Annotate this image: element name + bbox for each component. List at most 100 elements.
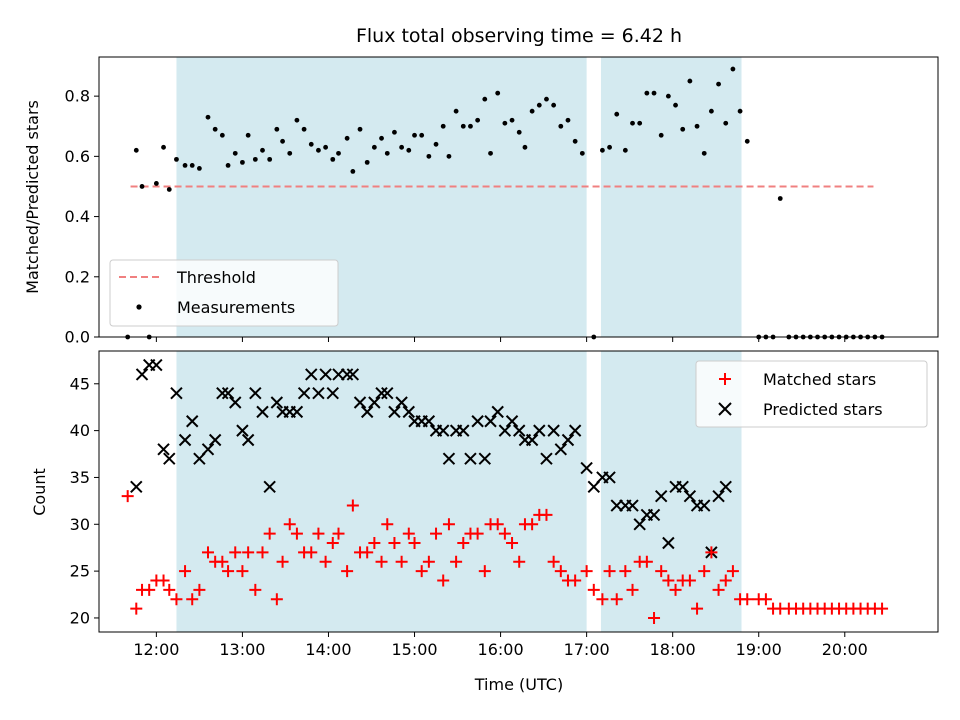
predicted-stars-point	[375, 386, 388, 400]
matched-stars-series	[121, 490, 889, 624]
ratio-panel: Flux total observing time = 6.42 h 0.00.…	[23, 25, 939, 347]
predicted-stars-point	[654, 489, 668, 503]
predicted-stars-point	[633, 518, 646, 531]
predicted-stars-point	[186, 415, 199, 428]
x-tick-label: 17:00	[564, 640, 610, 659]
measurement-point	[665, 93, 671, 99]
measurement-point	[544, 96, 549, 102]
predicted-stars-point	[554, 443, 568, 456]
bottom-plot-frame	[98, 350, 939, 633]
top-legend-box	[109, 259, 339, 327]
matched-stars-point	[691, 602, 704, 615]
y-tick-label: 25	[70, 562, 90, 581]
measurement-point	[133, 147, 139, 153]
matched-stars-point	[326, 537, 339, 550]
matched-stars-point	[242, 546, 255, 559]
matched-stars-point	[263, 527, 276, 540]
predicted-stars-point	[229, 396, 242, 409]
y-tick-label: 40	[70, 421, 90, 440]
measurement-point	[522, 144, 528, 150]
matched-stars-point	[341, 565, 354, 578]
predicted-stars-point	[388, 405, 401, 419]
matched-stars-point	[610, 593, 623, 606]
matched-stars-point	[201, 546, 214, 559]
matched-stars-point	[256, 546, 269, 559]
predicted-stars-point	[178, 433, 192, 447]
measurement-point	[153, 181, 159, 186]
measurement-point	[280, 138, 285, 144]
matched-stars-point	[157, 574, 170, 587]
measurement-point	[419, 132, 425, 138]
x-axis-label: Time (UTC)	[474, 675, 563, 694]
predicted-stars-point	[647, 508, 661, 522]
x-tick-label: 18:00	[650, 640, 696, 659]
measurement-point	[673, 102, 678, 108]
matched-stars-point	[683, 574, 696, 587]
matched-stars-point	[547, 555, 560, 568]
matched-stars-point	[216, 555, 229, 568]
matched-stars-point	[491, 518, 504, 531]
measurement-point	[350, 169, 356, 174]
measurement-point	[174, 156, 179, 162]
measurement-point	[205, 114, 211, 120]
matched-stars-point	[662, 574, 675, 587]
matched-stars-point	[726, 565, 739, 578]
matched-stars-point	[422, 555, 435, 568]
predicted-stars-point	[513, 424, 526, 437]
predicted-stars-point	[464, 452, 477, 465]
measurement-point	[260, 147, 265, 153]
measurement-point	[468, 123, 473, 129]
predicted-stars-point	[505, 415, 519, 428]
matched-stars-point	[596, 593, 609, 606]
measurement-point	[219, 132, 225, 138]
matched-stars-point	[626, 583, 639, 596]
y-tick-label: 0.6	[65, 147, 90, 166]
measurement-point	[267, 156, 273, 162]
predicted-stars-point	[683, 489, 697, 503]
predicted-stars-point	[208, 433, 222, 447]
matched-stars-point	[554, 565, 567, 578]
predicted-stars-point	[533, 424, 546, 437]
predicted-stars-point	[326, 386, 339, 400]
matched-stars-point	[759, 593, 772, 606]
measurement-point	[232, 150, 238, 156]
measurement-point	[392, 129, 397, 135]
y-tick-label: 45	[70, 374, 90, 393]
predicted-stars-point	[498, 424, 512, 437]
predicted-stars-point	[150, 358, 163, 372]
measurement-point	[161, 144, 166, 150]
predicted-stars-point	[170, 386, 183, 400]
measurement-point	[384, 150, 390, 156]
matched-stars-point	[648, 611, 661, 624]
predicted-stars-point	[662, 536, 675, 550]
top-legend: Threshold Measurements	[109, 259, 339, 327]
predicted-stars-point	[201, 443, 215, 456]
measurement-point	[744, 138, 750, 144]
predicted-stars-point	[241, 433, 255, 447]
predicted-stars-point	[547, 424, 560, 437]
top-y-axis-label: Matched/Predicted stars	[23, 100, 42, 294]
predicted-stars-point	[236, 424, 249, 437]
top-y-ticks: 0.0 0.2 0.4 0.6 0.8	[65, 87, 99, 347]
predicted-stars-point	[249, 386, 262, 400]
matched-stars-point	[312, 527, 325, 540]
measurement-point	[630, 120, 635, 126]
measurement-point	[708, 108, 714, 114]
predicted-stars-point	[340, 368, 354, 381]
matched-stars-point	[236, 565, 249, 578]
matched-stars-point	[121, 490, 134, 503]
matched-stars-point	[381, 518, 394, 531]
measurement-point	[475, 117, 481, 123]
matched-stars-point	[163, 583, 176, 596]
measurement-point	[371, 144, 377, 150]
measurement-point	[225, 162, 231, 168]
predicted-stars-point	[319, 368, 332, 381]
matched-stars-point	[437, 574, 450, 587]
y-tick-label: 0.0	[65, 328, 90, 347]
measurement-point	[460, 123, 466, 129]
matched-stars-point	[143, 583, 156, 596]
predicted-stars-point	[442, 452, 456, 465]
measurement-point	[482, 96, 488, 102]
matched-stars-point	[876, 602, 889, 615]
measurement-point	[502, 120, 508, 126]
